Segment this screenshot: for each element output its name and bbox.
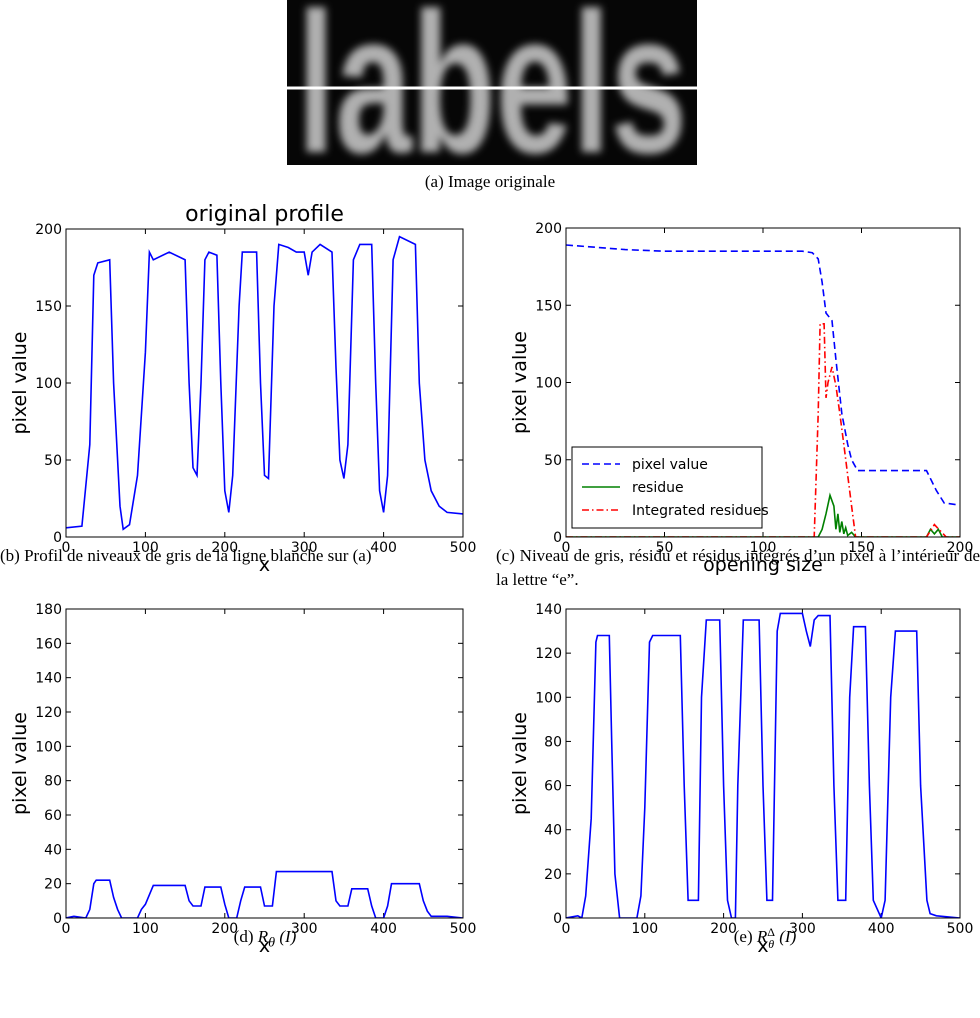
y-tick-label: 120 (35, 705, 62, 721)
y-tick-label: 50 (44, 453, 62, 469)
x-axis-label: opening size (703, 554, 823, 576)
y-tick-label: 200 (535, 221, 562, 237)
caption-part: Δ (767, 925, 775, 940)
x-axis-label: x (259, 554, 270, 576)
x-tick-label: 400 (370, 540, 397, 556)
caption-part: R (756, 927, 768, 946)
y-tick-label: 100 (35, 376, 62, 392)
caption: (a) Image originale (424, 172, 556, 191)
y-tick-label: 140 (535, 602, 562, 618)
y-tick-label: 40 (544, 823, 562, 839)
y-tick-label: 80 (544, 734, 562, 750)
x-tick-label: 0 (62, 540, 71, 556)
x-tick-label: 100 (132, 540, 159, 556)
y-axis-label: pixel value (9, 712, 31, 815)
x-tick-label: 100 (631, 921, 658, 937)
x-tick-label: 300 (291, 921, 318, 937)
x-tick-label: 0 (562, 540, 571, 556)
y-tick-label: 140 (35, 671, 62, 687)
series-line (566, 244, 957, 506)
y-tick-label: 160 (35, 636, 62, 652)
x-tick-label: 300 (291, 540, 318, 556)
y-axis-label: pixel value (509, 331, 531, 434)
source-image (287, 0, 697, 165)
series-line (566, 323, 960, 537)
y-tick-label: 20 (544, 867, 562, 883)
y-axis-label: pixel value (509, 712, 531, 815)
plot-frame (65, 228, 464, 538)
x-tick-label: 0 (62, 921, 71, 937)
x-tick-label: 400 (868, 921, 895, 937)
plot-frame (565, 227, 961, 538)
y-tick-label: 100 (35, 739, 62, 755)
y-tick-label: 120 (535, 646, 562, 662)
caption-part: (e) (733, 927, 753, 946)
x-tick-label: 500 (450, 540, 477, 556)
y-tick-label: 100 (535, 690, 562, 706)
legend-label: Integrated residues (632, 503, 769, 519)
y-tick-label: 180 (35, 602, 62, 618)
y-tick-label: 0 (53, 530, 62, 546)
caption: (d) Rθ (I) (115, 925, 415, 954)
caption: (b) Profil de niveaux de gris de la lign… (0, 546, 372, 565)
x-tick-label: 200 (710, 921, 737, 937)
y-tick-label: 0 (553, 530, 562, 546)
y-tick-label: 40 (44, 842, 62, 858)
x-tick-label: 50 (656, 540, 674, 556)
y-tick-label: 80 (44, 774, 62, 790)
x-axis-label: x (259, 935, 270, 957)
legend-label: residue (632, 480, 684, 496)
x-tick-label: 500 (947, 921, 974, 937)
series-line (66, 870, 463, 918)
y-tick-label: 60 (544, 779, 562, 795)
y-tick-label: 150 (35, 299, 62, 315)
x-tick-label: 400 (370, 921, 397, 937)
y-axis-label: pixel value (9, 332, 31, 435)
series-line (566, 492, 960, 537)
x-tick-label: 100 (132, 921, 159, 937)
y-tick-label: 200 (35, 222, 62, 238)
x-tick-label: 200 (211, 540, 238, 556)
caption-part: R (257, 927, 269, 946)
y-tick-label: 60 (44, 808, 62, 824)
y-tick-label: 0 (553, 911, 562, 927)
caption-part: θ (268, 934, 276, 951)
x-tick-label: 500 (450, 921, 477, 937)
caption: (c) Niveau de gris, résidu et résidus in… (496, 546, 980, 589)
x-tick-label: 100 (750, 540, 777, 556)
x-tick-label: 0 (562, 921, 571, 937)
x-tick-label: 200 (211, 921, 238, 937)
caption-part: θ (768, 937, 775, 952)
chart-title: original profile (185, 202, 344, 227)
caption-part: (I) (279, 927, 297, 946)
caption-part: (I) (779, 927, 797, 946)
x-tick-label: 300 (789, 921, 816, 937)
plot-frame (65, 608, 464, 919)
x-tick-label: 150 (848, 540, 875, 556)
legend-label: pixel value (632, 457, 708, 473)
x-tick-label: 200 (947, 540, 974, 556)
y-tick-label: 50 (544, 453, 562, 469)
plot-frame (565, 608, 961, 919)
y-tick-label: 20 (44, 877, 62, 893)
image-text: labels (297, 0, 687, 195)
x-axis-label: x (757, 935, 768, 957)
y-tick-label: 0 (53, 911, 62, 927)
series-line (66, 235, 463, 531)
y-tick-label: 150 (535, 298, 562, 314)
series-line (566, 612, 960, 918)
caption-part: (d) (233, 927, 254, 946)
y-tick-label: 100 (535, 376, 562, 392)
